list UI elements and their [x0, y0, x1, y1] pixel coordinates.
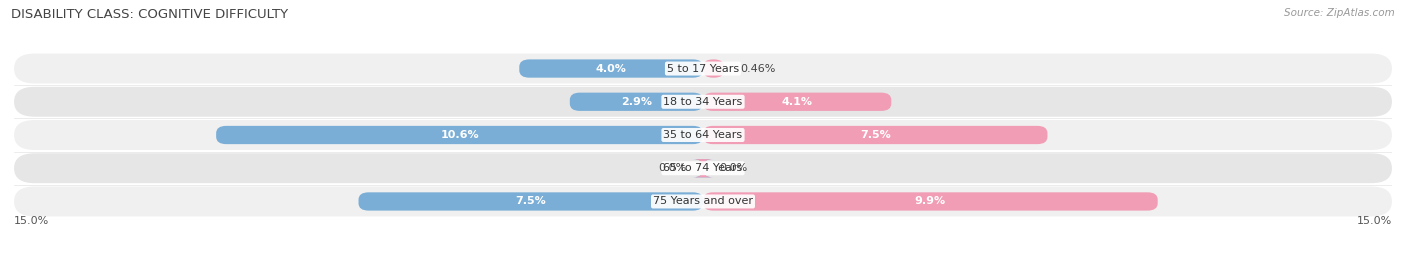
Text: 4.1%: 4.1%	[782, 97, 813, 107]
FancyBboxPatch shape	[703, 93, 891, 111]
FancyBboxPatch shape	[519, 59, 703, 78]
FancyBboxPatch shape	[703, 59, 724, 78]
Text: 0.0%: 0.0%	[658, 163, 688, 173]
Text: 75 Years and over: 75 Years and over	[652, 197, 754, 207]
FancyBboxPatch shape	[14, 153, 1392, 183]
Text: 7.5%: 7.5%	[860, 130, 890, 140]
FancyBboxPatch shape	[217, 126, 703, 144]
Text: 0.0%: 0.0%	[718, 163, 748, 173]
Text: 9.9%: 9.9%	[915, 197, 946, 207]
Text: 15.0%: 15.0%	[1357, 216, 1392, 226]
Text: 18 to 34 Years: 18 to 34 Years	[664, 97, 742, 107]
FancyBboxPatch shape	[359, 192, 703, 211]
FancyBboxPatch shape	[14, 187, 1392, 217]
FancyBboxPatch shape	[14, 120, 1392, 150]
Text: 65 to 74 Years: 65 to 74 Years	[664, 163, 742, 173]
Text: 4.0%: 4.0%	[596, 63, 627, 73]
FancyBboxPatch shape	[693, 159, 713, 177]
FancyBboxPatch shape	[693, 159, 713, 177]
Text: 0.46%: 0.46%	[740, 63, 776, 73]
Text: 10.6%: 10.6%	[440, 130, 479, 140]
FancyBboxPatch shape	[703, 192, 1157, 211]
Text: 5 to 17 Years: 5 to 17 Years	[666, 63, 740, 73]
FancyBboxPatch shape	[14, 87, 1392, 117]
Text: 2.9%: 2.9%	[621, 97, 652, 107]
Text: DISABILITY CLASS: COGNITIVE DIFFICULTY: DISABILITY CLASS: COGNITIVE DIFFICULTY	[11, 8, 288, 21]
Text: 15.0%: 15.0%	[14, 216, 49, 226]
FancyBboxPatch shape	[703, 126, 1047, 144]
Text: 7.5%: 7.5%	[516, 197, 546, 207]
Text: Source: ZipAtlas.com: Source: ZipAtlas.com	[1284, 8, 1395, 18]
FancyBboxPatch shape	[569, 93, 703, 111]
Text: 35 to 64 Years: 35 to 64 Years	[664, 130, 742, 140]
FancyBboxPatch shape	[14, 53, 1392, 83]
